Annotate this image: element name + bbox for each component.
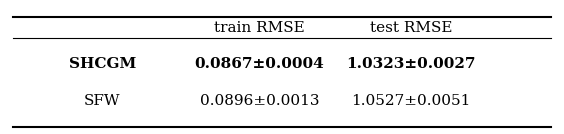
Text: SFW: SFW [84, 94, 121, 108]
Text: 0.0867±0.0004: 0.0867±0.0004 [195, 57, 324, 71]
Text: 1.0323±0.0027: 1.0323±0.0027 [346, 57, 476, 71]
Text: 0.0896±0.0013: 0.0896±0.0013 [200, 94, 319, 108]
Text: test RMSE: test RMSE [370, 21, 452, 35]
Text: SHCGM: SHCGM [69, 57, 136, 71]
Text: 1.0527±0.0051: 1.0527±0.0051 [351, 94, 471, 108]
Text: train RMSE: train RMSE [214, 21, 305, 35]
